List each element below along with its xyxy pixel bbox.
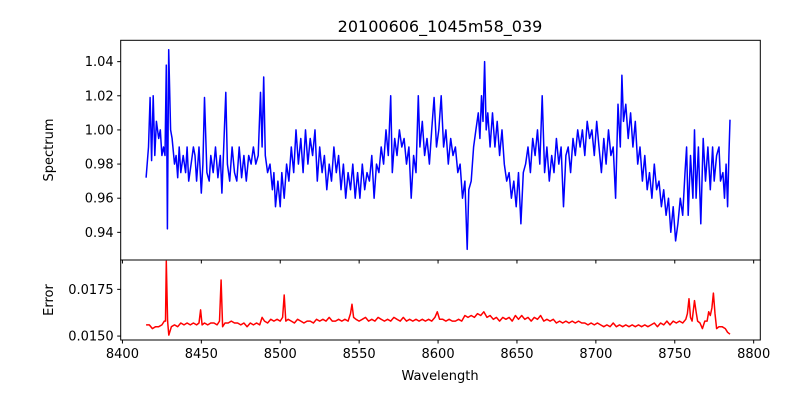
spectrum-panel: 0.94 0.96 0.98 1.00 1.02 1.04 — [85, 39, 761, 264]
x-tick-label: 8450 — [185, 347, 218, 362]
y-tick-label: 1.00 — [85, 123, 114, 138]
chart-title: 20100606_1045m58_039 — [338, 17, 543, 37]
x-tick-label: 8500 — [264, 347, 297, 362]
y-axis-label-spectrum: Spectrum — [42, 119, 57, 182]
x-tick-label: 8750 — [658, 347, 691, 362]
x-axis-label: Wavelength — [401, 369, 478, 384]
y-tick-label: 1.02 — [85, 89, 114, 104]
y-tick-label: 0.96 — [85, 192, 114, 207]
x-tick-label: 8700 — [579, 347, 612, 362]
axes-frame — [120, 39, 761, 261]
axes-frame — [120, 259, 761, 341]
y-tick-label: 0.98 — [85, 158, 114, 173]
y-tick-label: 0.0150 — [68, 330, 114, 345]
y-tick-label: 1.04 — [85, 55, 114, 70]
error-panel: 0.0150 0.0175 8400 8450 8500 8550 8600 8650 8700… — [68, 259, 770, 362]
x-tick-label: 8650 — [500, 347, 533, 362]
x-tick-label: 8550 — [343, 347, 376, 362]
y-tick-label: 0.0175 — [68, 283, 114, 298]
y-axis-label-error: Error — [42, 284, 57, 316]
x-tick-label: 8400 — [106, 347, 139, 362]
x-tick-label: 8600 — [422, 347, 455, 362]
y-tick-label: 0.94 — [85, 226, 114, 241]
series-line-error — [146, 260, 731, 336]
x-tick-label: 8800 — [737, 347, 770, 362]
series-line-spectrum — [145, 48, 731, 251]
